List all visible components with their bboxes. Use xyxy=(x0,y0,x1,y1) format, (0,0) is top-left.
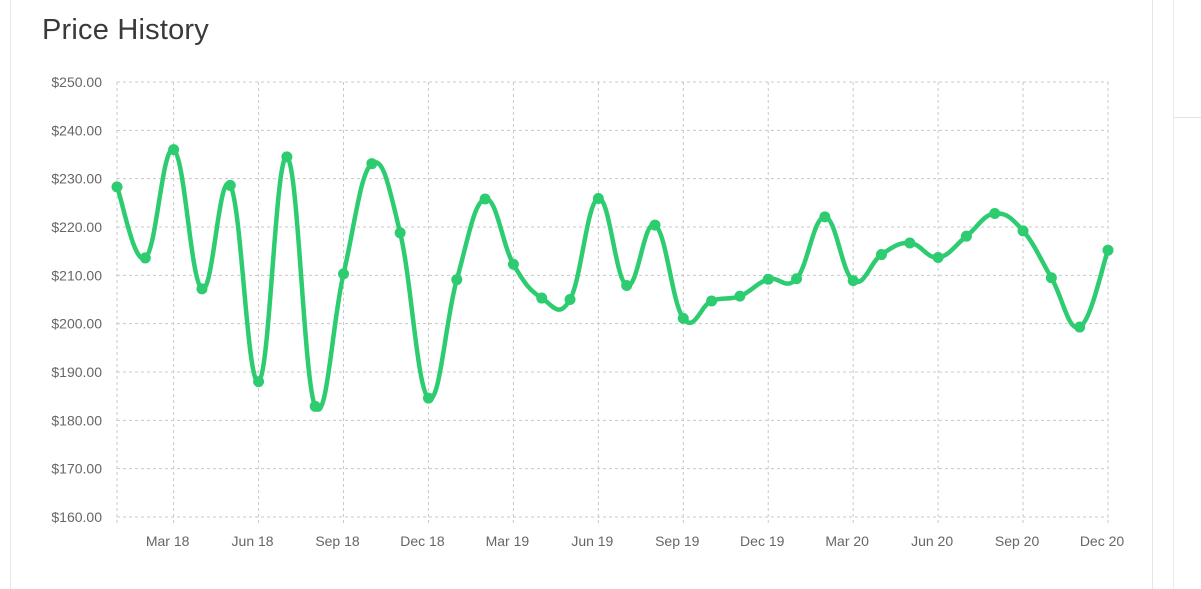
data-point xyxy=(281,151,293,163)
price-history-card xyxy=(10,0,1153,589)
chart-title: Price History xyxy=(42,14,209,46)
x-tick-label: Mar 20 xyxy=(825,533,869,549)
data-point xyxy=(847,275,859,287)
data-point xyxy=(536,292,548,304)
data-point xyxy=(791,273,803,285)
data-point xyxy=(592,192,604,204)
y-axis-ticks: $160.00 $170.00 $180.00 $190.00 $200.00 $210.… xyxy=(51,74,102,525)
x-tick-label: Dec 19 xyxy=(740,533,785,549)
y-tick-label: $190.00 xyxy=(51,364,102,380)
data-point xyxy=(1074,321,1086,333)
data-point xyxy=(139,252,151,264)
side-panel-divider xyxy=(1173,0,1174,589)
x-tick-label: Sep 20 xyxy=(995,533,1040,549)
y-tick-label: $240.00 xyxy=(51,122,102,138)
data-point xyxy=(224,179,236,191)
data-point xyxy=(621,279,633,291)
data-point xyxy=(1017,225,1029,237)
data-point xyxy=(677,312,689,324)
data-point xyxy=(451,274,463,286)
data-point xyxy=(1102,244,1114,256)
data-point xyxy=(111,181,123,193)
data-point xyxy=(479,193,491,205)
data-point xyxy=(932,251,944,263)
data-point xyxy=(706,295,718,307)
x-tick-label: Dec 18 xyxy=(400,533,445,549)
x-tick-label: Mar 18 xyxy=(146,533,190,549)
y-tick-label: $160.00 xyxy=(51,509,102,525)
data-point xyxy=(196,283,208,295)
data-point xyxy=(338,268,350,280)
y-tick-label: $180.00 xyxy=(51,412,102,428)
y-tick-label: $230.00 xyxy=(51,171,102,187)
x-tick-label: Mar 19 xyxy=(486,533,530,549)
data-point xyxy=(253,376,265,388)
x-tick-label: Sep 18 xyxy=(315,533,360,549)
y-tick-label: $200.00 xyxy=(51,316,102,332)
y-tick-label: $220.00 xyxy=(51,219,102,235)
data-point xyxy=(168,144,180,156)
data-point xyxy=(366,158,378,170)
x-axis-ticks: Mar 18 Jun 18 Sep 18 Dec 18 Mar 19 Jun 19 Sep … xyxy=(146,533,1125,549)
data-point xyxy=(309,400,321,412)
x-tick-label: Jun 18 xyxy=(232,533,274,549)
y-tick-label: $170.00 xyxy=(51,461,102,477)
grid-layer xyxy=(116,81,1109,523)
x-tick-label: Sep 19 xyxy=(655,533,700,549)
data-point xyxy=(649,219,661,231)
x-tick-label: Dec 20 xyxy=(1080,533,1125,549)
data-point xyxy=(875,249,887,261)
side-panel-rule xyxy=(1174,117,1201,118)
data-point xyxy=(1045,272,1057,284)
data-point xyxy=(422,392,434,404)
y-tick-label: $210.00 xyxy=(51,267,102,283)
data-point xyxy=(564,294,576,305)
y-tick-label: $250.00 xyxy=(51,74,102,90)
data-points xyxy=(111,144,1114,412)
data-point xyxy=(507,258,519,270)
x-tick-label: Jun 20 xyxy=(911,533,953,549)
data-point xyxy=(960,230,972,242)
data-point xyxy=(904,237,916,249)
data-point xyxy=(989,207,1001,219)
x-tick-label: Jun 19 xyxy=(571,533,613,549)
price-line xyxy=(114,147,1111,412)
data-point xyxy=(734,290,746,302)
data-point xyxy=(394,227,406,239)
data-point xyxy=(762,273,774,285)
data-point xyxy=(819,211,831,223)
